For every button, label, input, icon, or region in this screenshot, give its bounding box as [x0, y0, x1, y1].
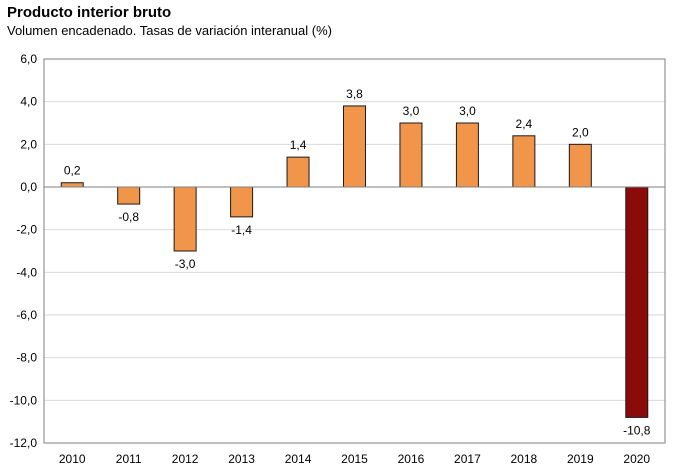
x-tick-label: 2015	[341, 452, 368, 466]
x-tick-label: 2017	[454, 452, 481, 466]
y-tick-label: 2,0	[20, 137, 37, 151]
bar	[286, 156, 310, 188]
x-tick-label: 2013	[228, 452, 255, 466]
data-label: 1,4	[290, 138, 307, 152]
x-tick-label: 2012	[172, 452, 199, 466]
y-tick-label: -8,0	[16, 351, 37, 365]
x-tick-label: 2010	[59, 452, 86, 466]
x-tick-label: 2011	[116, 452, 142, 466]
bar	[568, 143, 592, 188]
bar	[399, 122, 423, 188]
y-tick-label: -6,0	[16, 308, 37, 322]
bar	[173, 186, 197, 252]
bar	[455, 122, 479, 188]
y-tick-label: -2,0	[16, 223, 37, 237]
y-tick-label: -4,0	[16, 265, 37, 279]
y-tick-label: 0,0	[20, 180, 37, 194]
x-tick-label: 2018	[511, 452, 538, 466]
data-label: 3,0	[459, 104, 476, 118]
bar	[230, 186, 254, 218]
bar	[117, 186, 141, 205]
bar	[343, 105, 366, 188]
bar	[60, 182, 84, 188]
y-tick-label: -10,0	[10, 393, 38, 407]
data-label: 2,0	[572, 125, 589, 139]
data-label: 3,8	[346, 87, 363, 101]
x-tick-label: 2016	[398, 452, 425, 466]
y-tick-label: 6,0	[20, 52, 37, 66]
data-label: -10,8	[623, 423, 651, 437]
y-tick-label: -12,0	[10, 436, 38, 450]
chart-subtitle: Volumen encadenado. Tasas de variación i…	[7, 23, 332, 38]
chart-title: Producto interior bruto	[7, 4, 172, 21]
data-label: 2,4	[516, 117, 533, 131]
data-label: 3,0	[403, 104, 420, 118]
plot-area-frame	[43, 58, 666, 444]
data-label: -0,8	[118, 210, 139, 224]
bar	[512, 135, 536, 188]
x-tick-label: 2020	[623, 452, 650, 466]
data-label: -1,4	[231, 223, 252, 237]
data-label: 0,2	[64, 164, 81, 178]
y-tick-label: 4,0	[20, 95, 37, 109]
x-tick-label: 2014	[285, 452, 312, 466]
data-label: -3,0	[175, 257, 196, 271]
x-tick-label: 2019	[567, 452, 594, 466]
bar	[625, 186, 649, 418]
